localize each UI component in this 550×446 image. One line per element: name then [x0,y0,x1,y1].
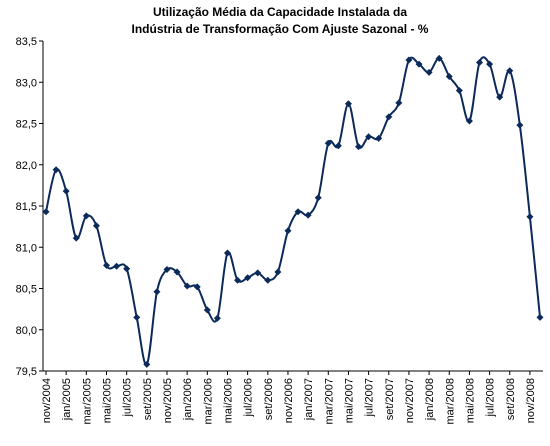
marker [254,269,262,277]
x-tick-label: jan/2008 [424,378,436,421]
marker [42,208,50,216]
marker [375,134,383,142]
x-tick-label: mar/2008 [444,378,456,424]
x-tick-label: mai/2007 [343,378,355,423]
y-tick-label: 81,5 [16,201,37,213]
y-tick-label: 80,0 [16,325,37,337]
marker [234,276,242,284]
y-tick-label: 79,5 [16,366,37,378]
y-tick-label: 83,0 [16,77,37,89]
marker [193,283,201,291]
marker [365,133,373,141]
marker [183,282,191,290]
marker [516,121,524,129]
marker [385,113,393,121]
marker [465,117,473,125]
y-tick-label: 82,0 [16,160,37,172]
marker [536,313,544,321]
x-tick-label: jan/2007 [303,378,315,421]
marker [334,142,342,150]
x-tick-label: set/2007 [384,378,396,420]
marker [143,360,151,368]
x-tick-label: nov/2004 [41,378,53,423]
x-tick-label: jan/2005 [61,378,73,421]
x-tick-label: jan/2006 [182,378,194,421]
marker [92,222,100,230]
marker [405,56,413,64]
marker [102,261,110,269]
x-tick-label: nov/2005 [162,378,174,423]
marker [324,139,332,147]
x-tick-label: mai/2008 [464,378,476,423]
x-tick-label: set/2006 [263,378,275,420]
marker [496,93,504,101]
marker [486,60,494,68]
marker [425,68,433,76]
x-tick-label: jul/2008 [485,378,497,418]
marker [344,100,352,108]
marker [355,143,363,151]
marker [133,313,141,321]
marker [455,87,463,94]
y-tick-label: 83,5 [16,36,37,48]
chart-title: Indústria de Transformação Com Ajuste Sa… [132,22,429,36]
marker [244,274,252,282]
x-tick-label: mai/2006 [222,378,234,423]
marker [223,249,231,257]
marker [415,60,423,68]
x-tick-label: nov/2007 [404,378,416,423]
marker [213,314,221,322]
chart-title: Utilização Média da Capacidade Instalada… [153,5,407,19]
y-tick-label: 82,5 [16,119,37,131]
marker [82,212,90,220]
marker [304,211,312,219]
marker [123,265,131,273]
marker [445,72,453,80]
marker [476,58,484,66]
marker [526,213,534,221]
y-tick-label: 80,5 [16,284,37,296]
x-tick-label: set/2005 [142,378,154,420]
marker [274,268,282,276]
x-tick-label: nov/2008 [525,378,537,423]
marker [435,54,443,62]
x-tick-label: jul/2005 [122,378,134,418]
x-tick-label: set/2008 [505,378,517,420]
marker [52,166,60,174]
x-tick-label: nov/2006 [283,378,295,423]
marker [284,227,292,235]
marker [113,262,121,270]
y-tick-label: 81,0 [16,242,37,254]
marker [395,99,403,107]
x-tick-label: mar/2005 [81,378,93,424]
x-tick-label: mar/2006 [202,378,214,424]
marker [264,276,272,284]
marker [203,306,211,314]
marker [173,268,181,276]
x-tick-label: mar/2007 [323,378,335,424]
marker [153,288,161,296]
series-line [45,56,541,366]
marker [62,187,70,195]
x-tick-label: jul/2006 [243,378,255,418]
marker [294,208,302,216]
x-tick-label: mai/2005 [101,378,113,423]
marker [506,67,514,75]
x-tick-label: jul/2007 [364,378,376,418]
marker [314,194,322,202]
marker [163,266,171,274]
marker [72,234,80,242]
